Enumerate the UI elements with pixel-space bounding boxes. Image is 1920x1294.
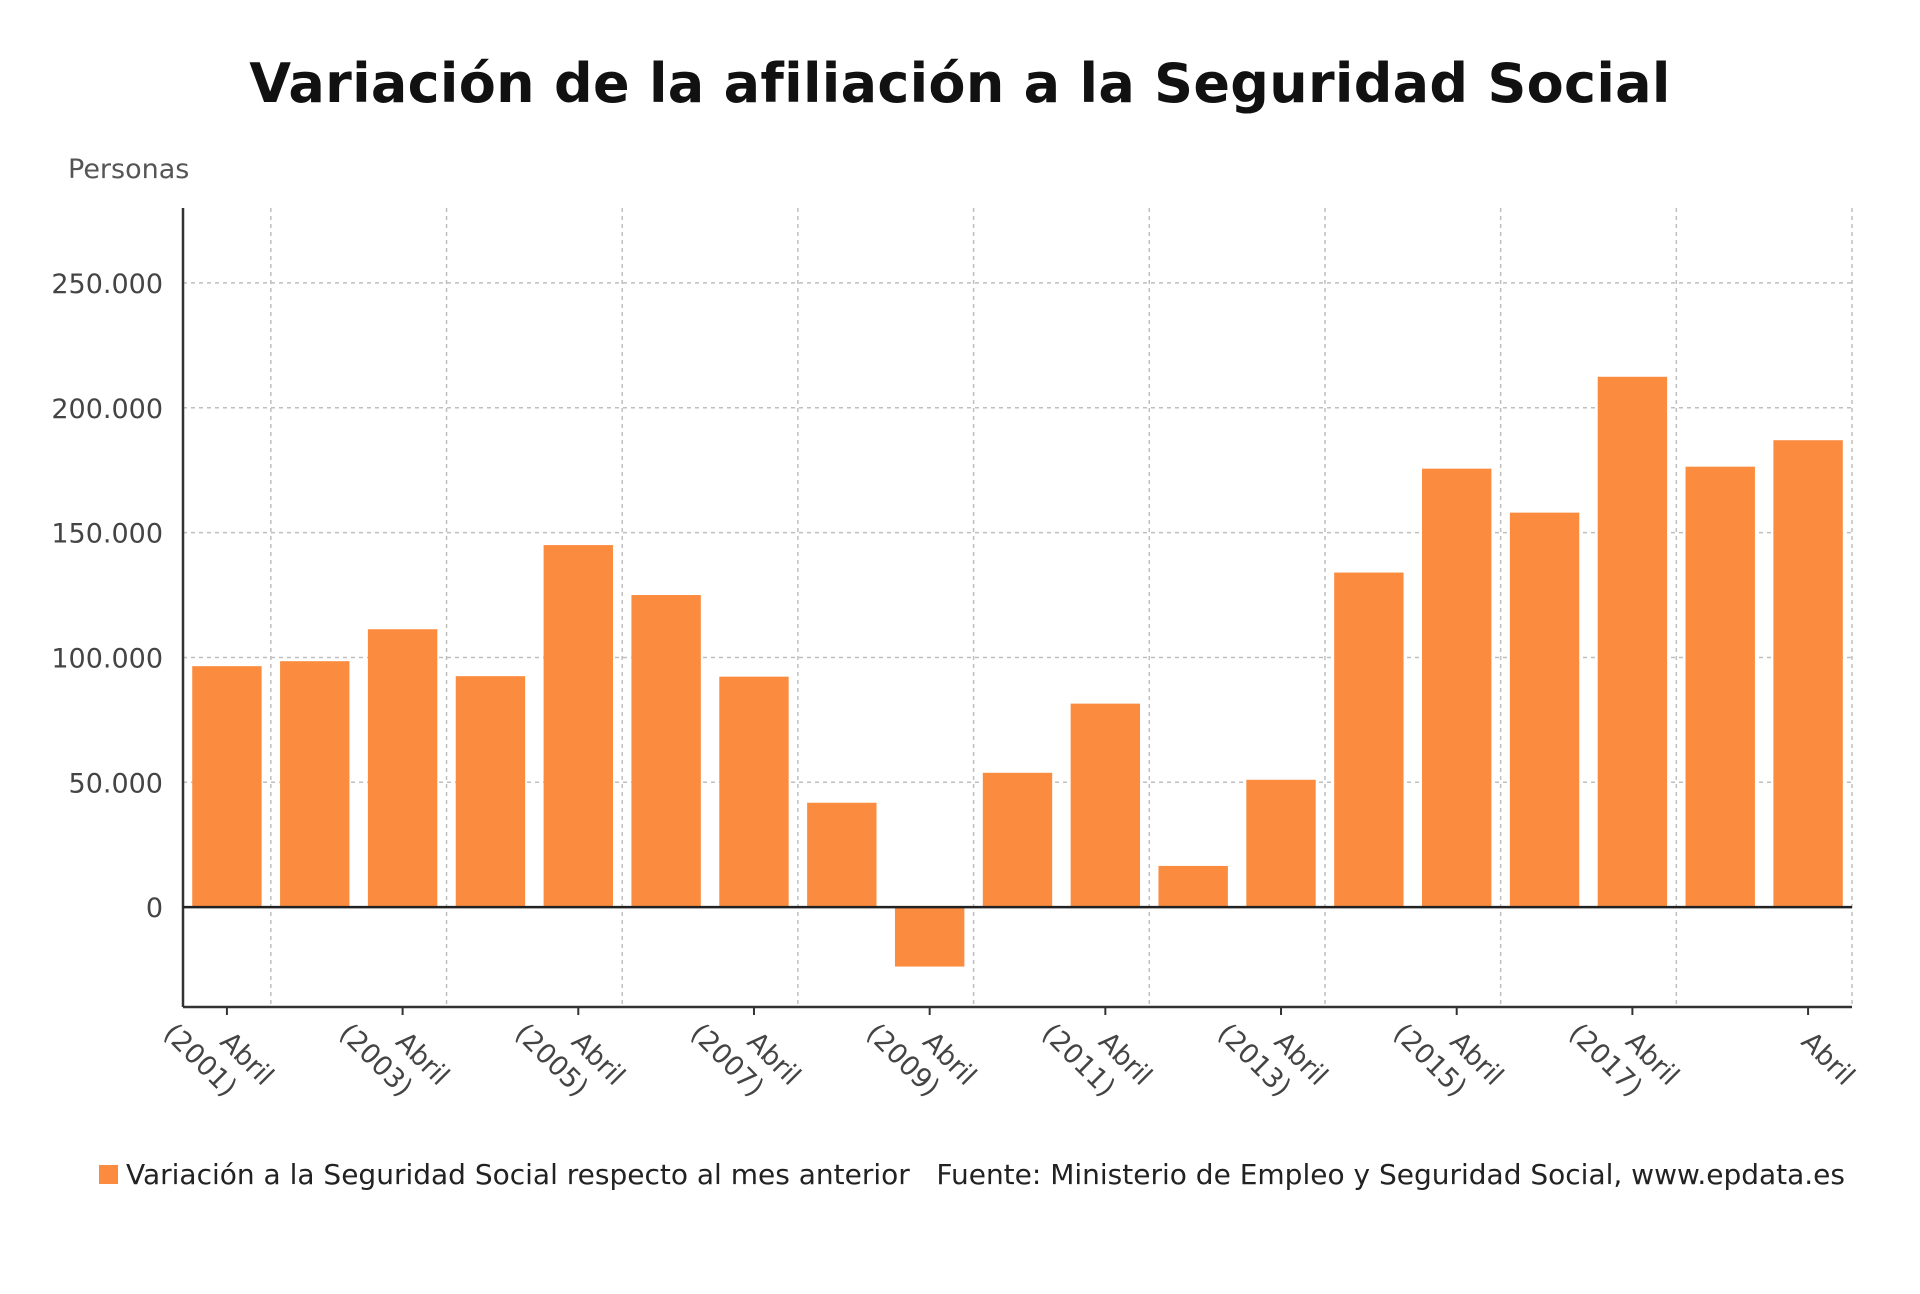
bar <box>543 545 613 908</box>
y-tick-label: 100.000 <box>51 643 163 674</box>
x-tick-label: Abril <box>1795 1026 1861 1092</box>
bar <box>1422 468 1492 908</box>
bar <box>1509 512 1580 908</box>
y-tick-label: 150.000 <box>51 519 163 550</box>
bar <box>982 772 1053 908</box>
bar <box>1070 703 1141 908</box>
bar-chart: Personas 0 50.000 100.000 150.000 200.000 250… <box>51 154 1861 1103</box>
source-note: Fuente: Ministerio de Empleo y Seguridad… <box>936 1158 1845 1191</box>
y-axis-ticks: 0 50.000 100.000 150.000 200.000 250.000 <box>51 269 163 924</box>
x-axis-ticks: Abril(2001) Abril(2003) Abril(2005) Abril(2… <box>157 1018 1861 1103</box>
x-tick-label-line1: Abril <box>1795 1026 1861 1092</box>
bar <box>1773 440 1843 908</box>
x-tick-label: Abril(2013) <box>1211 1018 1333 1103</box>
bar <box>280 661 350 908</box>
bar <box>807 802 877 908</box>
bar <box>192 666 262 908</box>
bar <box>719 676 789 908</box>
x-tick-label: Abril(2015) <box>1387 1018 1509 1103</box>
bar <box>1246 779 1316 908</box>
x-tick-label: Abril(2005) <box>509 1018 631 1103</box>
bar <box>631 595 701 908</box>
bar <box>1685 466 1755 908</box>
bar <box>1597 376 1668 908</box>
bars <box>192 376 1843 967</box>
bar <box>455 676 526 908</box>
x-tick-label: Abril(2017) <box>1563 1018 1685 1103</box>
chart-title: Variación de la afiliación a la Segurida… <box>249 52 1671 115</box>
x-tick-label: Abril(2007) <box>684 1018 806 1103</box>
bar <box>1334 572 1404 908</box>
bar <box>894 907 965 967</box>
x-tick-label: Abril(2001) <box>157 1018 279 1103</box>
legend-swatch <box>99 1165 118 1184</box>
y-axis-unit-label: Personas <box>68 154 189 185</box>
bar <box>1158 865 1228 908</box>
bar <box>367 629 438 908</box>
x-tick-label: Abril(2003) <box>333 1018 455 1103</box>
axes <box>181 208 1852 1015</box>
y-tick-label: 0 <box>146 893 163 924</box>
x-tick-label: Abril(2011) <box>1036 1018 1158 1103</box>
legend: Variación a la Seguridad Social respecto… <box>99 1158 910 1191</box>
x-tick-label: Abril(2009) <box>860 1018 982 1103</box>
y-tick-label: 250.000 <box>51 269 163 300</box>
y-tick-label: 200.000 <box>51 394 163 425</box>
y-tick-label: 50.000 <box>69 768 163 799</box>
legend-label: Variación a la Seguridad Social respecto… <box>126 1158 910 1191</box>
